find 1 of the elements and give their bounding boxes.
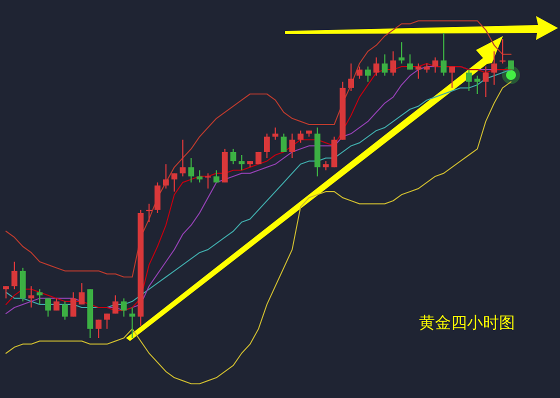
annotation: 黄金四小时图: [419, 313, 515, 332]
